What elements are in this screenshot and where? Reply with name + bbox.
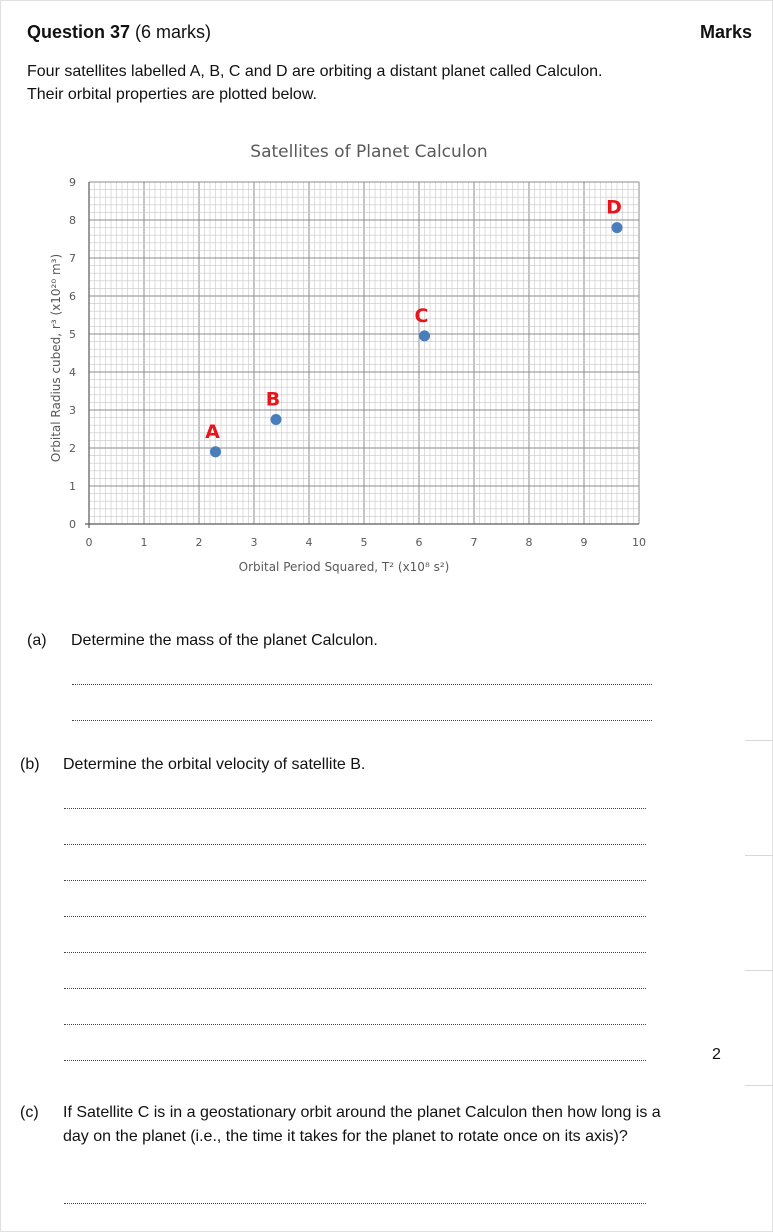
y-tick-label: 9: [69, 176, 76, 189]
answer-line[interactable]: [64, 1203, 646, 1204]
y-tick-label: 0: [69, 518, 76, 531]
part-a-text: Determine the mass of the planet Calculo…: [71, 632, 378, 649]
answer-line[interactable]: [64, 808, 646, 809]
answer-line[interactable]: [72, 684, 652, 685]
question-title: Question 37 (6 marks): [27, 22, 211, 43]
question-intro: Four satellites labelled A, B, C and D a…: [27, 60, 707, 106]
answer-line[interactable]: [64, 880, 646, 881]
marks-heading: Marks: [700, 22, 753, 42]
answer-line[interactable]: [64, 1024, 646, 1025]
margin-divider: [745, 970, 773, 971]
question-marks: (6 marks): [135, 22, 212, 42]
x-tick-label: 6: [416, 536, 423, 549]
y-tick-label: 3: [69, 404, 76, 417]
part-c-label: (c): [20, 1104, 39, 1121]
y-tick-label: 4: [69, 366, 76, 379]
x-tick-label: 8: [526, 536, 533, 549]
x-tick-label: 4: [306, 536, 313, 549]
x-tick-label: 9: [581, 536, 588, 549]
intro-line-1: Four satellites labelled A, B, C and D a…: [27, 63, 603, 80]
y-axis-label: Orbital Radius cubed, r³ (x10²⁰ m³): [49, 254, 63, 462]
data-point-a: [210, 446, 221, 458]
part-c-text: If Satellite C is in a geostationary orb…: [63, 1104, 661, 1145]
y-tick-label: 2: [69, 442, 76, 455]
x-tick-label: 3: [251, 536, 258, 549]
data-point-c: [419, 330, 430, 342]
chart-title: Satellites of Planet Calculon: [250, 142, 487, 162]
margin-divider: [745, 1085, 773, 1086]
data-point-b: [270, 414, 282, 425]
point-label-b: B: [266, 389, 280, 411]
point-label-d: D: [606, 197, 622, 219]
x-tick-label: 1: [141, 536, 148, 549]
answer-line[interactable]: [64, 844, 646, 845]
question-number: Question 37: [27, 22, 131, 42]
x-tick-label: 10: [632, 536, 646, 549]
part-b-text: Determine the orbital velocity of satell…: [63, 756, 366, 773]
x-tick-label: 5: [361, 536, 368, 549]
answer-line[interactable]: [64, 988, 646, 989]
part-a-label: (a): [27, 632, 47, 649]
answer-line[interactable]: [64, 1060, 646, 1061]
x-axis-label: Orbital Period Squared, T² (x10⁸ s²): [239, 560, 450, 574]
data-point-d: [611, 222, 623, 234]
chart-grid: [88, 181, 640, 525]
y-tick-label: 8: [69, 214, 76, 227]
y-tick-label: 6: [69, 290, 76, 303]
answer-line[interactable]: [64, 952, 646, 953]
y-tick-label: 5: [69, 328, 76, 341]
y-tick-label: 1: [69, 480, 76, 493]
y-tick-label: 7: [69, 252, 76, 265]
intro-line-2: Their orbital properties are plotted bel…: [27, 86, 317, 103]
x-tick-label: 2: [196, 536, 203, 549]
answer-line[interactable]: [72, 720, 652, 721]
margin-divider: [745, 855, 773, 856]
part-b-marks: 2: [712, 1046, 721, 1063]
margin-divider: [745, 740, 773, 741]
part-b-label: (b): [20, 756, 40, 773]
x-tick-label: 0: [86, 536, 93, 549]
point-label-a: A: [205, 421, 220, 443]
point-label-c: C: [415, 305, 429, 327]
x-tick-label: 7: [471, 536, 478, 549]
scatter-chart: Satellites of Planet Calculon 0 1 2 3 4 5 6 7 8 9 1…: [49, 142, 646, 574]
answer-line[interactable]: [64, 916, 646, 917]
